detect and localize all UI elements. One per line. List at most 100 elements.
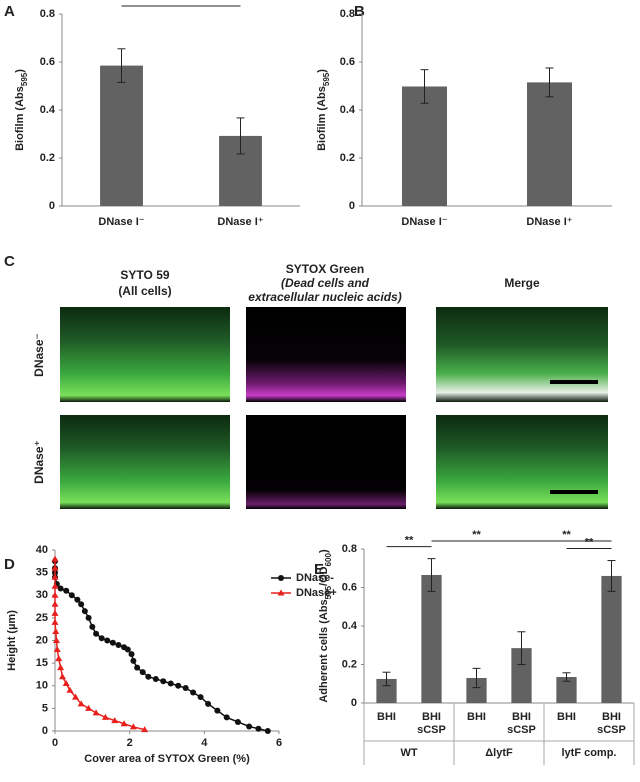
y-tick-label: 5 [42,702,48,714]
marker [130,657,137,664]
marker [68,592,75,599]
bar [100,65,143,206]
marker [58,673,66,680]
column-header: (All cells) [118,284,171,298]
marker [72,693,80,700]
marker [134,664,141,671]
panel-letter: E [314,561,324,578]
y-axis-label-part: Biofilm (Abs [14,86,26,151]
y-tick-label: 0 [49,200,55,212]
marker [167,680,174,687]
legend-marker [278,575,284,581]
marker [51,591,59,598]
y-axis-label-part: 595 [322,72,331,86]
micrograph [436,307,608,402]
y-axis-label-part: 600 [324,553,333,567]
marker [190,689,197,696]
column-header: SYTOX Green [286,262,364,276]
marker [51,600,59,607]
bar [376,678,397,703]
y-axis-label-part: 595 [20,72,29,86]
bar [421,574,442,703]
scale-bar [550,490,598,494]
y-axis-label: Adherent cells (Abs595/OD600) [318,549,333,703]
panel-letter: B [354,3,365,20]
marker [152,675,159,682]
marker [124,646,131,653]
bar [511,648,532,703]
y-tick-label: 0 [42,725,48,737]
bar [601,575,622,703]
significance-label: ** [585,536,594,548]
marker [51,582,59,589]
marker [223,714,230,721]
x-tick-label: BHI [602,711,621,723]
x-tick-label: 6 [276,737,282,749]
x-tick-label: DNase I⁻ [98,216,144,228]
y-axis-label-part: /OD [318,566,330,586]
x-tick-label: BHI [512,711,531,723]
y-tick-label: 0.2 [340,152,355,164]
micrograph [246,307,406,402]
marker [51,564,59,571]
y-axis-label-part: ) [316,69,328,73]
bar [402,86,447,206]
x-tick-label: DNase I⁺ [526,216,572,228]
error-bar [420,69,429,104]
legend-marker [277,589,285,596]
y-tick-label: 20 [36,634,48,646]
marker [52,637,60,643]
y-tick-label: 0.6 [340,56,355,68]
marker [57,585,64,592]
marker [52,627,60,634]
y-axis-label-part: Height (µm) [6,610,18,671]
y-axis-label: Height (µm) [6,610,18,671]
micrograph [60,307,230,402]
y-tick-label: 0.2 [40,152,55,164]
marker [139,669,146,676]
error-bar [607,560,616,592]
x-axis-label: Cover area of SYTOX Green (%) [84,753,250,765]
marker [255,725,262,732]
column-header: extracellular nucleic acids) [248,290,401,304]
panel-letter: A [4,3,15,20]
x-tick-label: BHI [422,711,441,723]
column-header: (Dead cells and [281,276,370,290]
y-tick-label: 0.4 [342,620,358,632]
marker [141,726,149,733]
y-tick-label: 0 [351,697,357,709]
error-bar [427,558,436,592]
x-tick-label: 0 [52,737,58,749]
marker [115,642,122,649]
x-tick-label: sCSP [597,724,626,736]
bar [527,82,572,206]
marker [81,608,88,615]
marker [51,618,59,625]
y-axis-label-part: ) [14,69,26,73]
column-header: SYTO 59 [120,268,169,282]
marker [101,713,109,720]
marker [109,639,116,646]
marker [246,723,253,730]
y-axis-label-part: 595 [324,585,333,599]
x-tick-label: BHI [467,711,486,723]
marker [111,717,119,724]
y-tick-label: 0.8 [40,8,55,20]
x-tick-label: 4 [201,737,208,749]
marker [234,718,241,725]
significance-label: ** [177,0,186,6]
legend-label: DNase+ [296,587,337,599]
marker [74,596,81,603]
marker [205,700,212,707]
group-label: WT [400,747,417,759]
marker [62,679,70,686]
y-tick-label: 0.6 [40,56,55,68]
y-tick-label: 25 [36,612,48,624]
panel-letter: C [4,253,15,270]
error-bar [545,67,554,98]
legend-label: DNase- [296,572,334,584]
marker [77,700,85,707]
marker [264,728,271,734]
x-tick-label: sCSP [507,724,536,736]
